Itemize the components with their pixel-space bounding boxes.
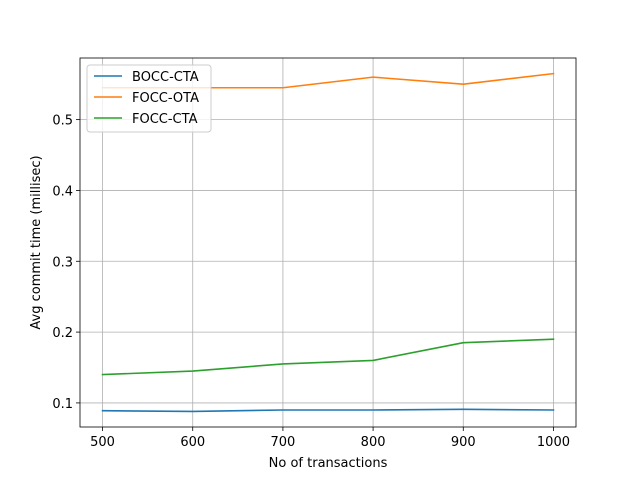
legend: BOCC-CTA FOCC-OTA FOCC-CTA	[86, 64, 212, 133]
y-axis-label: Avg commit time (millisec)	[29, 155, 44, 329]
y-tick-label: 0.2	[52, 326, 73, 341]
x-tick-label: 900	[451, 435, 476, 450]
y-tick-label: 0.5	[52, 114, 73, 129]
x-axis-label: No of transactions	[269, 456, 388, 471]
y-tick-label: 0.1	[52, 397, 73, 412]
legend-box	[86, 64, 212, 133]
y-tick-label: 0.3	[52, 255, 73, 270]
x-tick-label: 800	[361, 435, 386, 450]
x-axis-ticks: 500 600 700 800 900 1000	[90, 427, 570, 450]
plot-frame	[79, 57, 577, 428]
series-line-focc-cta	[101, 338, 555, 376]
legend-label: BOCC-CTA	[132, 70, 199, 85]
x-tick-label: 700	[270, 435, 295, 450]
x-tick-label: 500	[90, 435, 115, 450]
y-tick-label: 0.4	[52, 184, 73, 199]
legend-label: FOCC-CTA	[132, 112, 198, 127]
series-line-bocc-cta	[101, 408, 555, 413]
legend-label: FOCC-OTA	[132, 91, 199, 106]
x-tick-label: 1000	[537, 435, 570, 450]
y-axis-ticks: 0.1 0.2 0.3 0.4 0.5	[52, 114, 80, 412]
x-tick-label: 600	[180, 435, 205, 450]
